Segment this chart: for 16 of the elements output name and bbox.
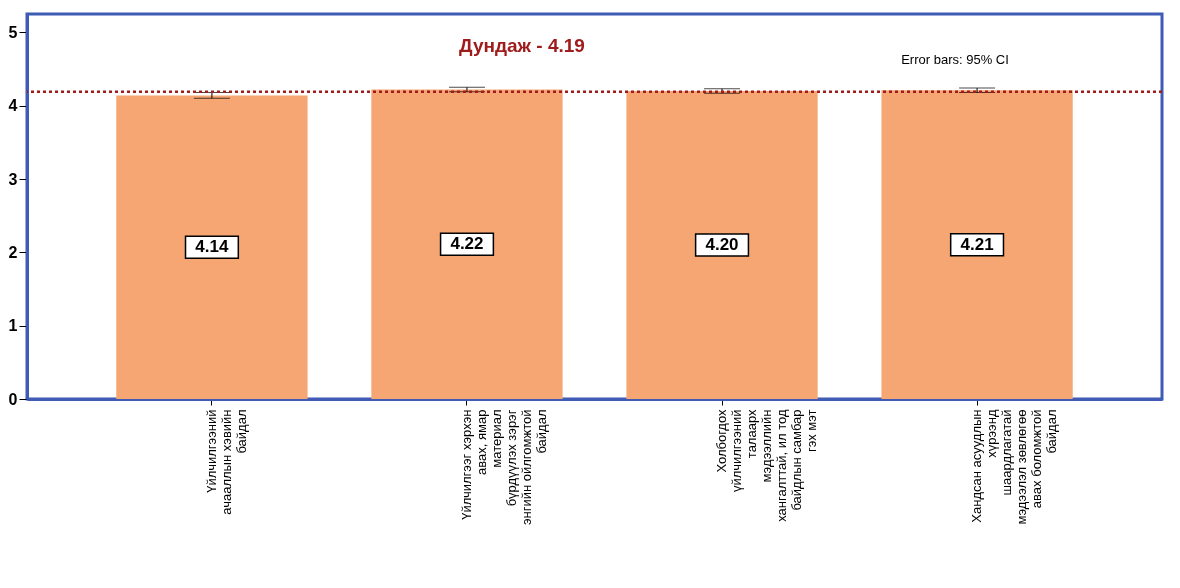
annotation: Error bars: 95% CI xyxy=(901,51,1009,67)
data-label: 4.22 xyxy=(450,234,484,254)
x-tick-label: Үйлчилгээг хэрхэн авах, ямар материал бүрдүүлэх зэрэг энгийн ойлгомжтой байдал xyxy=(458,409,549,526)
x-tick-label: Үйлчилгээний ачааллын хэвийн байдал xyxy=(203,409,249,515)
y-tick-label: 5 xyxy=(8,23,18,41)
y-tick-label: 4 xyxy=(8,97,18,115)
x-tick-label: Хандсан асуудлын хүрээнд шаардлагатай мэдээлэл зөвлөгөө авах боломжтой байдал xyxy=(969,409,1060,525)
y-tick-label: 3 xyxy=(8,170,18,188)
data-label: 4.20 xyxy=(705,235,739,254)
y-tick-label: 0 xyxy=(8,390,18,408)
y-tick-label: 1 xyxy=(8,317,18,335)
ref-line-label: Дундаж - 4.19 xyxy=(459,34,585,56)
x-tick-label: Холбогдох үйлчилгээний талаарх мэдээллийн хангалттай, ил тод байдлын самбар гэх мэт xyxy=(714,409,820,522)
data-label: 4.14 xyxy=(195,237,229,257)
data-label: 4.21 xyxy=(960,234,994,254)
y-tick-label: 2 xyxy=(8,243,18,261)
